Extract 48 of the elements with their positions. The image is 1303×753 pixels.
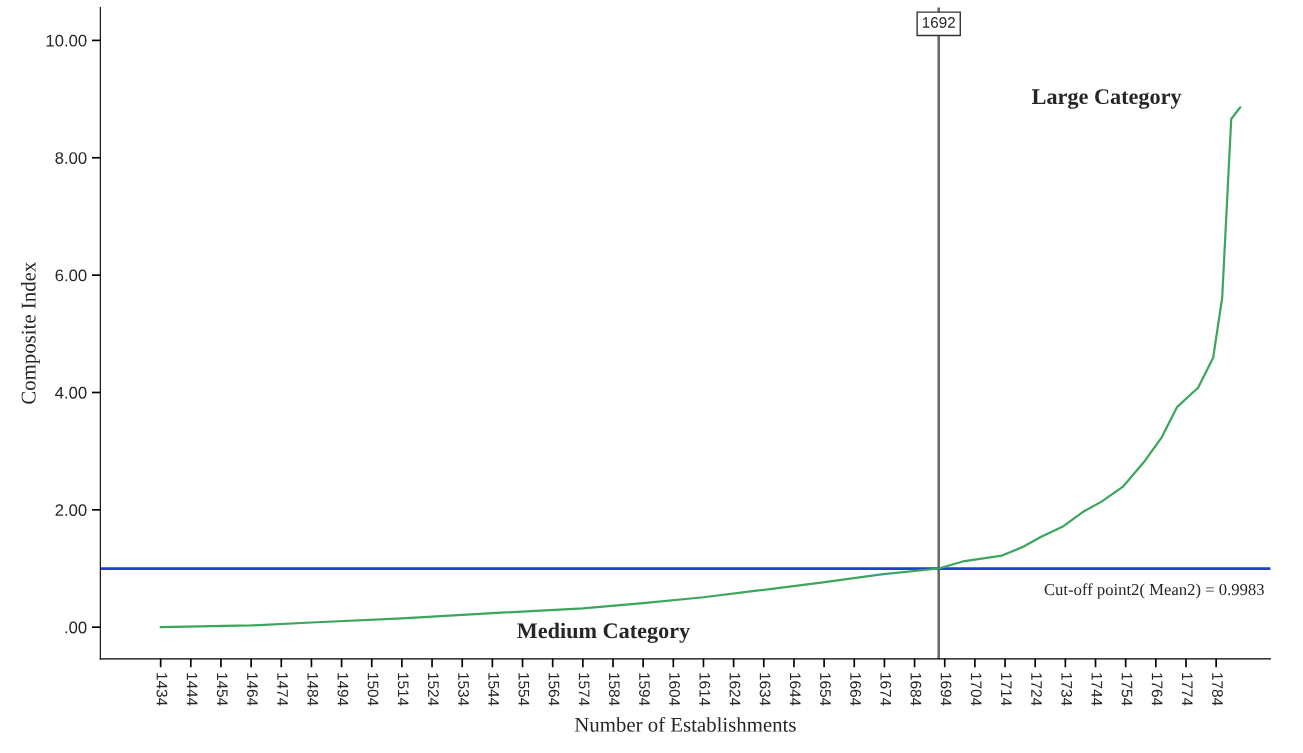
x-tick-label: 1604 — [669, 673, 681, 706]
x-tick-label: 1464 — [247, 673, 258, 706]
x-axis-title: Number of Establishments — [574, 716, 796, 732]
y-tick-label: 8.00 — [55, 152, 87, 164]
x-tick-label: 1754 — [1121, 673, 1133, 706]
annotation: Medium Category — [517, 622, 690, 643]
x-tick-label: 1784 — [1212, 673, 1223, 706]
x-tick-label: 1514 — [397, 673, 409, 706]
y-tick-label: 4.00 — [55, 386, 87, 399]
x-tick-label: 1684 — [910, 673, 922, 706]
x-tick-label: 1504 — [367, 673, 379, 706]
x-tick-label: 1654 — [820, 673, 831, 706]
x-tick-label: 1494 — [337, 673, 349, 706]
x-tick-label: 1724 — [1031, 673, 1042, 706]
x-tick-label: 1674 — [880, 673, 892, 706]
x-tick-label: 1524 — [427, 673, 439, 706]
x-tick-label: 1704 — [970, 673, 982, 706]
x-tick-label: 1444 — [186, 673, 198, 706]
x-tick-label: 1744 — [1091, 673, 1103, 706]
x-tick-label: 1434 — [156, 673, 168, 706]
x-tick-label: 1664 — [850, 673, 861, 706]
x-tick-label: 1734 — [1061, 673, 1073, 706]
y-tick-label: .00 — [65, 621, 87, 634]
annotation: Large Category — [1032, 89, 1182, 109]
x-tick-label: 1534 — [458, 673, 469, 706]
x-tick-label: 1694 — [940, 673, 952, 706]
y-tick-label: 10.00 — [46, 34, 87, 47]
x-tick-label: 1644 — [789, 673, 801, 706]
x-tick-label: 1634 — [759, 673, 771, 706]
x-tick-label: 1484 — [307, 673, 319, 706]
y-tick-label: 6.00 — [55, 269, 87, 282]
y-axis-title: Composite Index — [20, 262, 40, 404]
x-tick-label: 1554 — [518, 673, 530, 706]
x-tick-label: 1624 — [729, 673, 741, 706]
x-tick-label: 1544 — [488, 673, 499, 706]
x-tick-label: 1714 — [1001, 673, 1012, 706]
x-tick-label: 1614 — [699, 673, 711, 706]
x-tick-label: 1454 — [216, 673, 228, 706]
x-tick-label: 1474 — [277, 673, 288, 706]
x-tick-label: 1764 — [1151, 673, 1163, 706]
x-tick-label: 1594 — [639, 673, 650, 706]
x-tick-label: 1584 — [608, 673, 620, 706]
y-tick-label: 2.00 — [55, 504, 87, 517]
x-tick-label: 1574 — [578, 673, 590, 706]
ref-line-label: 1692 — [922, 17, 955, 28]
x-tick-label: 1774 — [1182, 673, 1193, 706]
ref-line-label: Cut-off point2( Mean2) = 0.9983 — [1044, 583, 1264, 599]
x-tick-label: 1564 — [548, 673, 560, 706]
